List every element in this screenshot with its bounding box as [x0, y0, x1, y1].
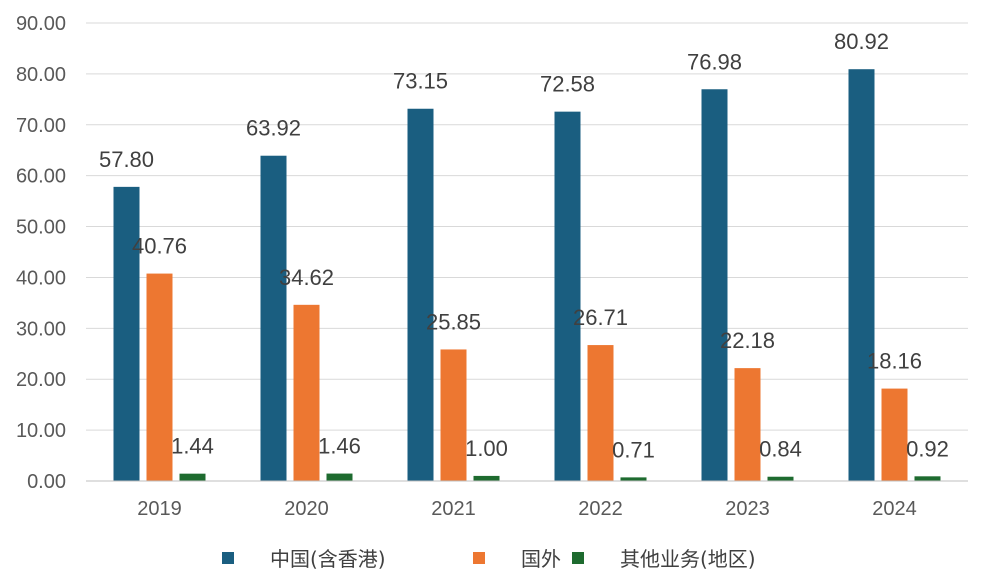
- x-tick-label: 2022: [578, 498, 623, 520]
- y-tick-label: 30.00: [16, 318, 66, 340]
- legend-label: 中国(含香港): [270, 547, 386, 571]
- legend-label: 国外: [521, 547, 561, 571]
- gridlines: [86, 22, 968, 431]
- bar: [734, 368, 761, 481]
- y-tick-label: 20.00: [16, 369, 66, 391]
- bar: [179, 473, 206, 481]
- bar: [554, 111, 581, 482]
- data-label: 73.15: [393, 69, 448, 94]
- y-tick-label: 60.00: [16, 166, 66, 188]
- bars: [113, 69, 941, 482]
- legend-swatch: [572, 552, 584, 564]
- bar: [848, 69, 875, 482]
- bar: [293, 304, 320, 481]
- y-tick-label: 0.00: [27, 471, 66, 493]
- bar: [260, 155, 287, 482]
- x-tick-label: 2020: [284, 498, 329, 520]
- data-label: 25.85: [426, 309, 481, 334]
- bar: [113, 186, 140, 481]
- data-label: 22.18: [720, 328, 775, 353]
- data-label: 1.44: [171, 434, 214, 459]
- x-axis: 2019 2020 2021 2022 2023 2024: [86, 480, 968, 520]
- legend-swatch: [222, 552, 234, 564]
- y-tick-label: 80.00: [16, 64, 66, 86]
- x-tick-label: 2019: [137, 498, 182, 520]
- bar: [440, 349, 467, 481]
- bar: [146, 273, 173, 481]
- bar: [701, 89, 728, 482]
- data-label: 1.46: [318, 434, 361, 459]
- data-label: 34.62: [279, 265, 334, 290]
- y-tick-label: 70.00: [16, 115, 66, 137]
- data-label: 0.84: [759, 437, 802, 462]
- data-label: 80.92: [834, 29, 889, 54]
- bar: [473, 475, 500, 481]
- bar: [914, 476, 941, 481]
- data-label: 18.16: [867, 349, 922, 374]
- x-tick-label: 2021: [431, 498, 476, 520]
- legend-label: 其他业务(地区): [620, 547, 756, 571]
- data-label: 76.98: [687, 49, 742, 74]
- bar: [620, 477, 647, 481]
- data-label: 40.76: [132, 234, 187, 259]
- legend-swatch: [473, 552, 485, 564]
- y-tick-label: 10.00: [16, 420, 66, 442]
- data-label: 63.92: [246, 116, 301, 141]
- bar: [407, 108, 434, 482]
- legend: 中国(含香港) 国外 其他业务(地区): [222, 547, 756, 571]
- data-label: 0.71: [612, 437, 655, 462]
- x-tick-label: 2023: [725, 498, 770, 520]
- y-tick-label: 90.00: [16, 13, 66, 35]
- data-label: 72.58: [540, 72, 595, 97]
- bar: [326, 473, 353, 481]
- bar: [881, 388, 908, 481]
- bar: [587, 345, 614, 481]
- data-label: 1.00: [465, 436, 508, 461]
- x-tick-label: 2024: [872, 498, 917, 520]
- data-label: 26.71: [573, 305, 628, 330]
- y-tick-label: 40.00: [16, 267, 66, 289]
- data-label: 57.80: [99, 147, 154, 172]
- y-axis: 0.00 10.00 20.00 30.00 40.00 50.00 60.00 70.00 8…: [16, 13, 66, 493]
- y-tick-label: 50.00: [16, 217, 66, 239]
- data-label: 0.92: [906, 436, 949, 461]
- data-labels: 57.80 40.76 1.44 63.92 34.62 1.46 73.15 25.85 1.…: [99, 29, 949, 462]
- bar: [767, 476, 794, 481]
